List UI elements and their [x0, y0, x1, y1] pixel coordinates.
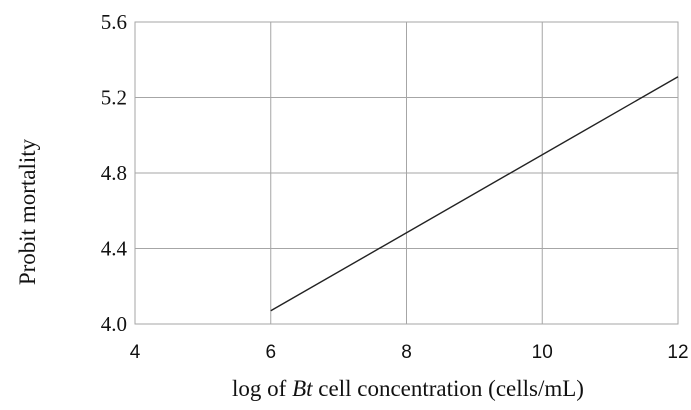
x-tick-label: 4	[130, 342, 141, 363]
y-tick-label: 5.6	[101, 10, 127, 34]
series-layer	[270, 76, 679, 312]
y-axis-label: Probit mortality	[15, 138, 40, 285]
y-tick-labels: 4.0 4.4 4.8 5.2 5.6	[101, 10, 128, 336]
grid-lines	[134, 21, 679, 325]
x-tick-labels: 4 6 8 10 12	[130, 342, 689, 363]
x-tick-label: 6	[265, 342, 276, 363]
y-tick-label: 4.0	[101, 312, 127, 336]
plot-frame	[134, 21, 679, 325]
x-tick-label: 8	[401, 342, 412, 363]
x-axis-label: log of Bt cell concentration (cells/mL)	[232, 376, 584, 401]
x-axis-label-italic: Bt	[292, 376, 313, 401]
series-line-0	[270, 76, 679, 312]
x-axis-label-suffix: cell concentration (cells/mL)	[313, 376, 584, 401]
y-tick-label: 5.2	[101, 86, 127, 110]
x-axis-label-prefix: log of	[232, 376, 292, 401]
x-tick-label: 12	[667, 342, 688, 363]
y-tick-label: 4.4	[101, 237, 128, 261]
x-tick-label: 10	[532, 342, 553, 363]
y-tick-label: 4.8	[101, 161, 127, 185]
